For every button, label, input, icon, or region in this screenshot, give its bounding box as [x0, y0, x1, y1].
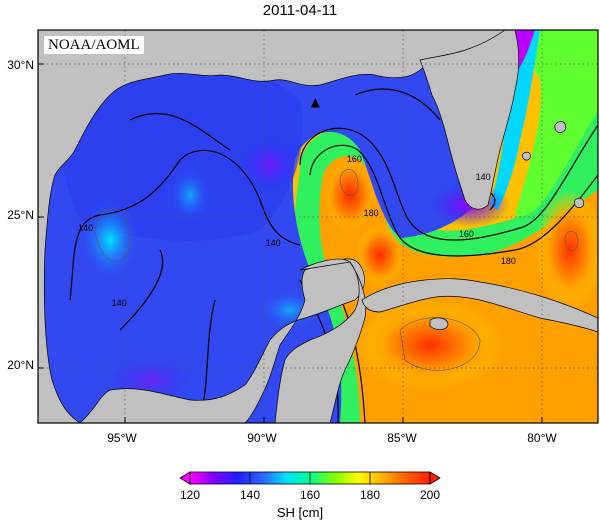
warm-eddy — [356, 225, 404, 285]
contour-label: 160 — [346, 154, 362, 164]
contour-label: 180 — [363, 208, 379, 218]
graticule — [38, 30, 598, 423]
land-bahamas — [521, 151, 531, 161]
lat-label: 25°N — [7, 208, 34, 222]
cyan-eddy — [170, 169, 210, 221]
land-mexico-yucatan — [79, 258, 365, 423]
cyan-eddy — [82, 202, 138, 278]
colorbar-tick-label: 180 — [359, 488, 381, 502]
gulf-interior — [58, 66, 303, 241]
lon-label: 90°W — [247, 431, 277, 445]
axis-ticks — [38, 63, 543, 423]
station-marker: ▲ — [311, 95, 321, 109]
contour-line-thin — [564, 230, 579, 252]
lat-label: 20°N — [7, 358, 34, 372]
atlantic-band — [490, 30, 540, 210]
warm-eddy — [355, 300, 505, 390]
land-island — [429, 317, 449, 330]
land-us-gulf-coast — [38, 30, 506, 423]
land-bahamas — [574, 198, 585, 208]
contour-line — [69, 149, 301, 301]
contour-line — [309, 144, 598, 257]
contour-label: 140 — [475, 172, 491, 182]
colorbar — [179, 471, 441, 485]
land-cuba — [361, 278, 598, 333]
lon-label: 95°W — [107, 431, 137, 445]
purple-eddy — [240, 140, 300, 190]
contour-label: 140 — [265, 238, 281, 248]
land-bahamas — [554, 121, 566, 133]
lon-label: 80°W — [527, 431, 557, 445]
colorbar-tick-label: 120 — [179, 488, 201, 502]
contour-line-thin — [339, 169, 359, 196]
colorbar-max-arrow — [429, 471, 441, 485]
contour-line — [299, 124, 598, 241]
colorbar-tick-label: 160 — [299, 488, 321, 502]
land-yucatan — [274, 258, 367, 423]
contour-label: 140 — [111, 298, 127, 308]
contour-label: 180 — [500, 256, 516, 266]
map-frame — [37, 29, 599, 424]
colorbar-tick-label: 140 — [239, 488, 261, 502]
lat-label: 30°N — [7, 58, 34, 72]
contour-line — [129, 112, 231, 151]
colorbar-title: SH [cm] — [276, 505, 324, 520]
contour-label: 160 — [458, 229, 474, 239]
contour-line — [119, 249, 164, 331]
warm-eddy — [324, 159, 376, 231]
contour-line-thin — [94, 208, 131, 262]
colorbar-tick-label: 200 — [419, 488, 441, 502]
credit-label: NOAA/AOML — [44, 36, 144, 54]
warm-eddy — [535, 190, 598, 310]
contour-label: 140 — [78, 223, 94, 233]
colorbar-min-arrow — [179, 471, 191, 485]
map-title: 2011-04-11 — [262, 2, 338, 19]
contour-line — [354, 88, 441, 121]
lon-label: 85°W — [387, 431, 417, 445]
contour-line-thin — [399, 317, 481, 371]
atlantic-band — [505, 30, 598, 217]
